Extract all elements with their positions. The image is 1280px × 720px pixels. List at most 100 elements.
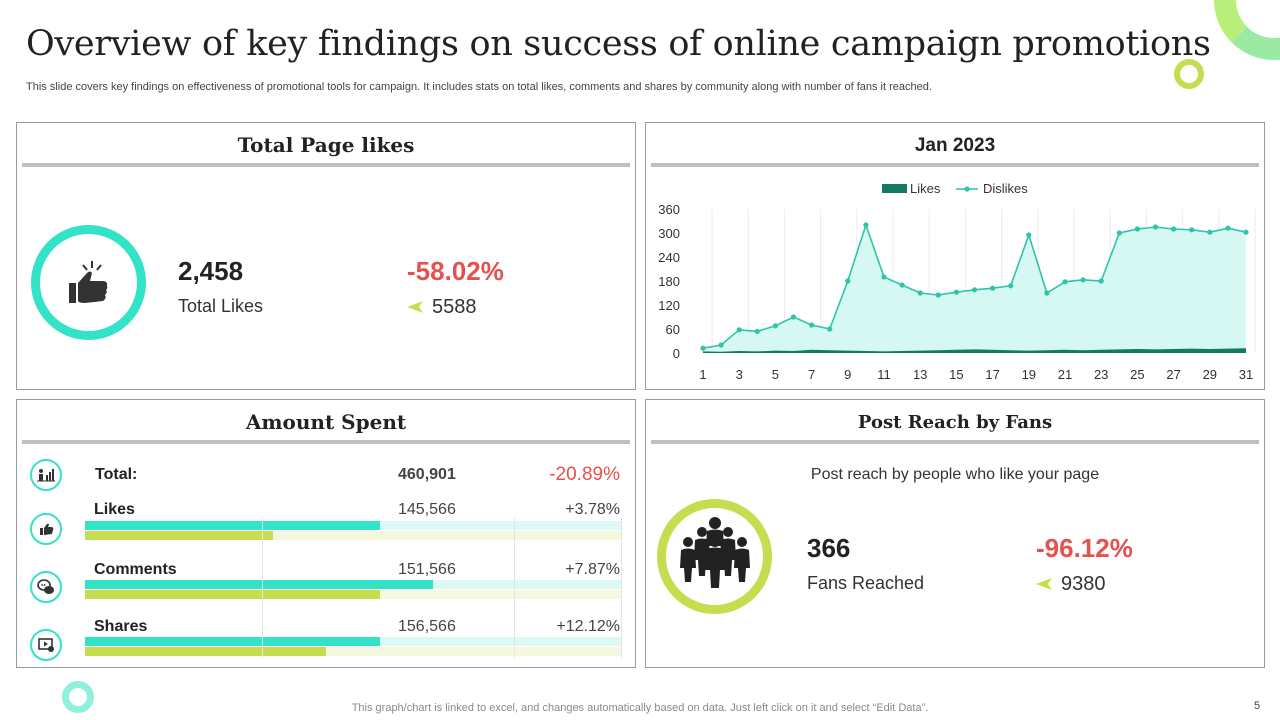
dislikes-point [953, 289, 959, 295]
dislikes-point [1044, 290, 1050, 296]
post-reach-panel: Post Reach by Fans Post reach by people … [645, 399, 1265, 668]
likes-bar-track [85, 521, 621, 540]
shares-bar-track [85, 637, 621, 656]
footer-note: This graph/chart is linked to excel, and… [351, 702, 929, 714]
total-likes-value: 2,458 [178, 256, 244, 286]
panel-title: Amount Spent [245, 410, 407, 434]
dislikes-point [1116, 230, 1122, 236]
dislikes-point [1171, 226, 1177, 232]
page-subtitle: This slide covers key findings on effect… [26, 81, 932, 93]
comments-previous-bar [85, 590, 380, 599]
down-arrow-icon [1036, 578, 1052, 590]
comments-icon [30, 571, 62, 603]
ring-decoration-bottom [62, 681, 94, 713]
panel-divider [22, 440, 630, 444]
dislikes-point [1026, 232, 1032, 238]
legend-swatch-likes [882, 184, 907, 193]
x-tick-label: 17 [985, 367, 999, 382]
y-tick-label: 120 [658, 298, 680, 313]
dislikes-point [1062, 279, 1068, 285]
y-tick-label: 300 [658, 226, 680, 241]
down-arrow-icon [407, 301, 423, 313]
dislikes-point [1225, 225, 1231, 231]
amount-spent-panel: Amount Spent Total: 460,901 -20.89% Like… [16, 399, 636, 668]
dislikes-point [899, 282, 905, 288]
shares-row-change: +12.12% [556, 618, 620, 635]
likes-ring [31, 225, 146, 340]
dislikes-point [1098, 278, 1104, 284]
likes-area [703, 348, 1246, 353]
likes-previous-value: 5588 [432, 296, 477, 318]
dislikes-point [700, 345, 706, 351]
dislikes-point [1008, 283, 1014, 289]
y-tick-label: 360 [658, 202, 680, 217]
comments-row-value: 151,566 [398, 561, 456, 578]
y-tick-label: 180 [658, 274, 680, 289]
x-tick-label: 15 [949, 367, 963, 382]
total-change: -20.89% [549, 464, 620, 485]
fans-change-percent: -96.12% [1036, 533, 1133, 563]
total-value: 460,901 [398, 466, 456, 483]
legend-label-likes: Likes [910, 181, 941, 196]
dislikes-point [1243, 229, 1249, 235]
dislikes-point [935, 292, 941, 298]
panel-title: Total Page likes [237, 133, 415, 157]
analytics-icon [30, 459, 62, 491]
x-tick-label: 13 [913, 367, 927, 382]
fans-reached-value: 366 [807, 533, 851, 563]
x-tick-label: 31 [1239, 367, 1253, 382]
comments-row-change: +7.87% [565, 561, 620, 578]
comments-current-bar [85, 580, 434, 589]
page-number: 5 [1254, 700, 1261, 712]
likes-change-percent: -58.02% [407, 256, 504, 286]
dislikes-point [736, 327, 742, 333]
legend-marker-dislikes [964, 186, 970, 192]
x-tick-label: 9 [844, 367, 851, 382]
dislikes-point [772, 323, 778, 329]
page-likes-panel: Total Page likes 2,458 Total Likes -58.0… [16, 122, 636, 390]
dislikes-point [809, 322, 815, 328]
x-tick-label: 11 [877, 367, 891, 382]
page-title: Overview of key findings on success of o… [26, 24, 1211, 64]
dislikes-point [863, 222, 869, 228]
total-likes-label: Total Likes [178, 296, 264, 316]
panel-divider [651, 440, 1259, 444]
x-tick-label: 1 [699, 367, 706, 382]
chart-title: Jan 2023 [914, 135, 996, 156]
fans-reached-label: Fans Reached [807, 573, 925, 593]
dislikes-point [845, 278, 851, 284]
video-share-icon [30, 629, 62, 661]
y-tick-label: 0 [673, 346, 680, 361]
x-tick-label: 21 [1058, 367, 1072, 382]
y-tick-label: 240 [658, 250, 680, 265]
legend-label-dislikes: Dislikes [983, 181, 1028, 196]
shares-previous-bar [85, 647, 327, 656]
dislikes-point [790, 314, 797, 320]
x-tick-label: 29 [1203, 367, 1217, 382]
panel-title: Post Reach by Fans [857, 412, 1053, 433]
dislikes-point [1080, 277, 1086, 283]
comments-bar-track [85, 580, 621, 599]
fans-previous-value: 9380 [1061, 573, 1106, 595]
dislikes-point [1152, 224, 1159, 230]
likes-previous-bar [85, 531, 273, 540]
x-tick-label: 3 [736, 367, 743, 382]
likes-row-label: Likes [94, 501, 135, 518]
y-tick-label: 60 [666, 322, 680, 337]
x-tick-label: 23 [1094, 367, 1108, 382]
dislikes-point [754, 328, 760, 334]
corner-arc-decoration [1214, 0, 1280, 60]
x-tick-label: 7 [808, 367, 815, 382]
likes-current-bar [85, 521, 380, 530]
dislikes-point [1189, 227, 1195, 233]
dislikes-point [990, 285, 996, 291]
people-group-icon [680, 517, 750, 588]
like-icon [30, 513, 62, 545]
x-tick-label: 19 [1022, 367, 1036, 382]
dislikes-point [917, 290, 923, 296]
trend-chart-panel: Jan 2023 0 60 120 180 240 300 360 1 3 5 7 9 11 13 15 17… [645, 122, 1265, 390]
dislikes-point [718, 342, 724, 348]
shares-row-value: 156,566 [398, 618, 456, 635]
comments-row-label: Comments [94, 561, 177, 578]
